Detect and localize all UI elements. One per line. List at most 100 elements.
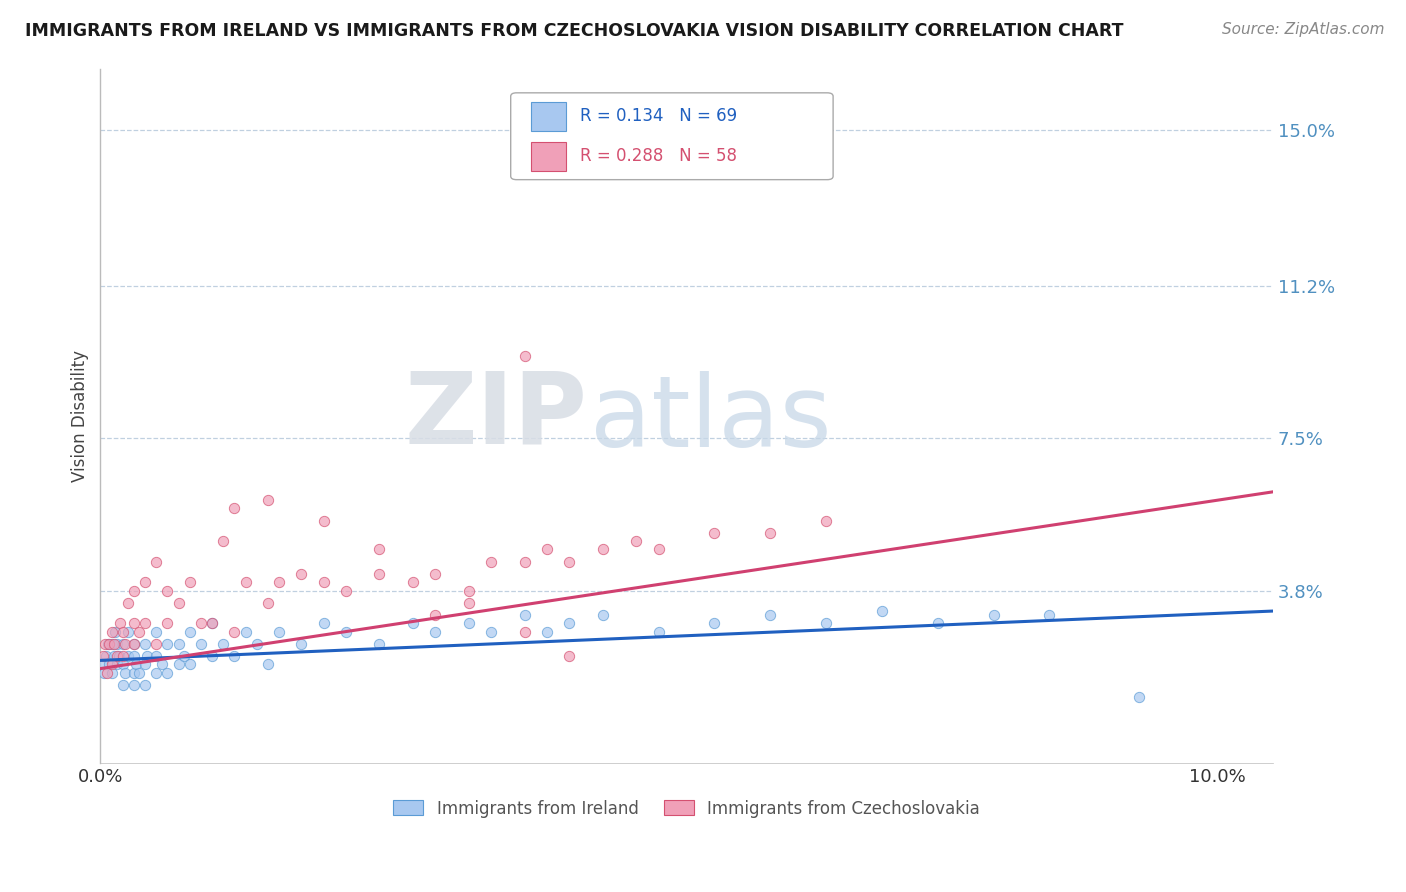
Point	[267, 624, 290, 639]
Point	[267, 575, 290, 590]
Point	[108, 649, 131, 664]
Point	[479, 624, 502, 639]
Point	[312, 616, 335, 631]
Point	[312, 575, 335, 590]
Point	[425, 624, 447, 639]
Point	[536, 624, 558, 639]
Point	[647, 624, 669, 639]
Legend: Immigrants from Ireland, Immigrants from Czechoslovakia: Immigrants from Ireland, Immigrants from…	[387, 793, 987, 824]
Point	[759, 525, 782, 540]
Point	[122, 616, 145, 631]
Point	[290, 567, 312, 582]
Point	[167, 637, 190, 651]
Point	[134, 616, 156, 631]
Point	[122, 678, 145, 692]
Point	[100, 624, 122, 639]
Point	[97, 637, 120, 651]
Point	[100, 665, 122, 680]
Point	[117, 596, 139, 610]
Point	[105, 657, 128, 672]
Point	[111, 624, 134, 639]
Point	[150, 657, 173, 672]
Point	[128, 665, 150, 680]
Point	[626, 534, 648, 549]
Point	[134, 678, 156, 692]
Point	[235, 575, 257, 590]
Point	[145, 637, 167, 651]
Point	[558, 616, 581, 631]
Point	[201, 616, 224, 631]
Point	[156, 665, 179, 680]
Point	[815, 514, 838, 528]
Point	[128, 624, 150, 639]
Point	[224, 649, 246, 664]
Point	[105, 637, 128, 651]
Text: Source: ZipAtlas.com: Source: ZipAtlas.com	[1222, 22, 1385, 37]
Point	[558, 555, 581, 569]
Point	[759, 608, 782, 623]
Point	[179, 624, 201, 639]
Point	[457, 583, 479, 598]
Point	[246, 637, 269, 651]
Point	[703, 525, 725, 540]
Point	[457, 616, 479, 631]
Point	[201, 616, 224, 631]
Point	[91, 649, 114, 664]
Point	[105, 649, 128, 664]
Point	[179, 575, 201, 590]
Text: IMMIGRANTS FROM IRELAND VS IMMIGRANTS FROM CZECHOSLOVAKIA VISION DISABILITY CORR: IMMIGRANTS FROM IRELAND VS IMMIGRANTS FR…	[25, 22, 1123, 40]
Point	[125, 657, 148, 672]
Text: ZIP: ZIP	[404, 368, 586, 465]
Point	[145, 624, 167, 639]
Point	[592, 608, 614, 623]
Point	[94, 637, 117, 651]
Point	[111, 637, 134, 651]
Point	[122, 637, 145, 651]
Point	[114, 665, 136, 680]
Point	[425, 567, 447, 582]
Point	[402, 575, 425, 590]
Point	[1038, 608, 1060, 623]
Point	[513, 608, 536, 623]
Point	[647, 542, 669, 557]
Point	[335, 624, 357, 639]
Point	[173, 649, 195, 664]
Point	[167, 596, 190, 610]
Point	[870, 604, 893, 618]
Point	[224, 501, 246, 516]
Point	[103, 637, 125, 651]
Point	[122, 649, 145, 664]
Point	[98, 657, 121, 672]
Point	[425, 608, 447, 623]
Point	[145, 665, 167, 680]
Point	[1128, 690, 1150, 705]
Text: atlas: atlas	[591, 371, 832, 467]
Point	[96, 665, 118, 680]
Bar	[530, 102, 565, 131]
Point	[145, 649, 167, 664]
Point	[122, 637, 145, 651]
Point	[927, 616, 949, 631]
Point	[558, 649, 581, 664]
Point	[134, 657, 156, 672]
Text: R = 0.288   N = 58: R = 0.288 N = 58	[579, 147, 737, 165]
Point	[190, 637, 212, 651]
Point	[235, 624, 257, 639]
Point	[224, 624, 246, 639]
Y-axis label: Vision Disability: Vision Disability	[72, 350, 89, 482]
Point	[114, 637, 136, 651]
FancyBboxPatch shape	[510, 93, 834, 179]
Point	[513, 555, 536, 569]
Text: R = 0.134   N = 69: R = 0.134 N = 69	[579, 107, 737, 125]
Point	[368, 542, 391, 557]
Point	[256, 596, 278, 610]
Point	[136, 649, 159, 664]
Point	[592, 542, 614, 557]
Point	[156, 637, 179, 651]
Point	[212, 534, 235, 549]
Point	[134, 575, 156, 590]
Point	[110, 616, 132, 631]
Point	[983, 608, 1005, 623]
Point	[122, 583, 145, 598]
Point	[368, 567, 391, 582]
